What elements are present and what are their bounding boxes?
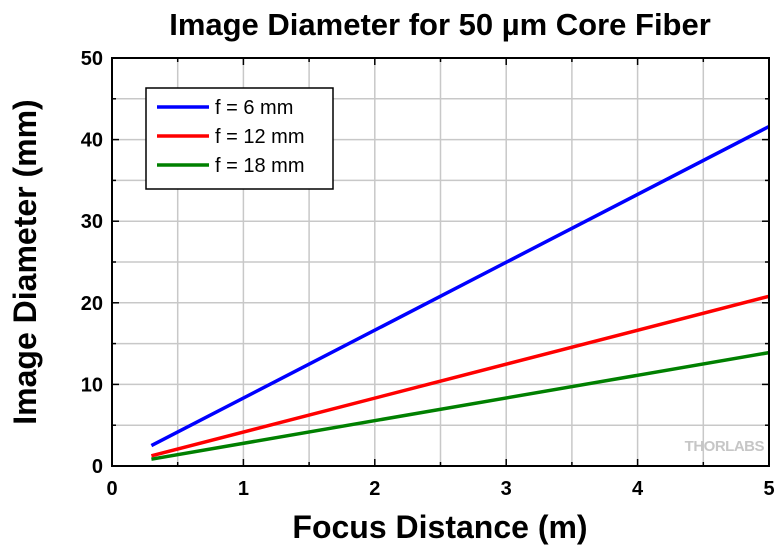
legend-box [145,87,334,190]
legend: f = 6 mm f = 12 mm f = 18 mm [145,87,334,190]
series-line-f-12-mm [150,294,770,458]
grid-lines [112,58,769,466]
x-tick-label: 4 [632,478,644,500]
y-tick-label: 0 [92,456,103,478]
y-tick-labels: 0 10 20 30 40 50 [81,48,103,478]
y-tick-label: 10 [81,374,103,396]
thorlabs-watermark: THORLABS [685,438,765,455]
y-tick-label: 50 [81,48,103,70]
x-tick-label: 1 [238,478,249,500]
x-tick-labels: 0 1 2 3 4 5 [106,478,774,500]
y-tick-label: 30 [81,211,103,233]
series-layer [150,124,770,461]
y-tick-label: 40 [81,130,103,152]
legend-label-f18: f = 18 mm [215,155,304,177]
tick-marks [111,57,770,467]
x-tick-label: 2 [369,478,380,500]
legend-label-f6: f = 6 mm [215,97,293,119]
x-tick-label: 3 [501,478,512,500]
legend-label-f12: f = 12 mm [215,126,304,148]
y-axis-label: Image Diameter (mm) [7,99,43,424]
x-tick-label: 0 [106,478,117,500]
y-tick-label: 20 [81,293,103,315]
chart-title: Image Diameter for 50 µm Core Fiber [169,7,711,42]
x-tick-label: 5 [763,478,774,500]
series-line-f-18-mm [151,350,770,461]
x-axis-label: Focus Distance (m) [292,509,587,545]
series-line-f-6-mm [150,124,770,448]
